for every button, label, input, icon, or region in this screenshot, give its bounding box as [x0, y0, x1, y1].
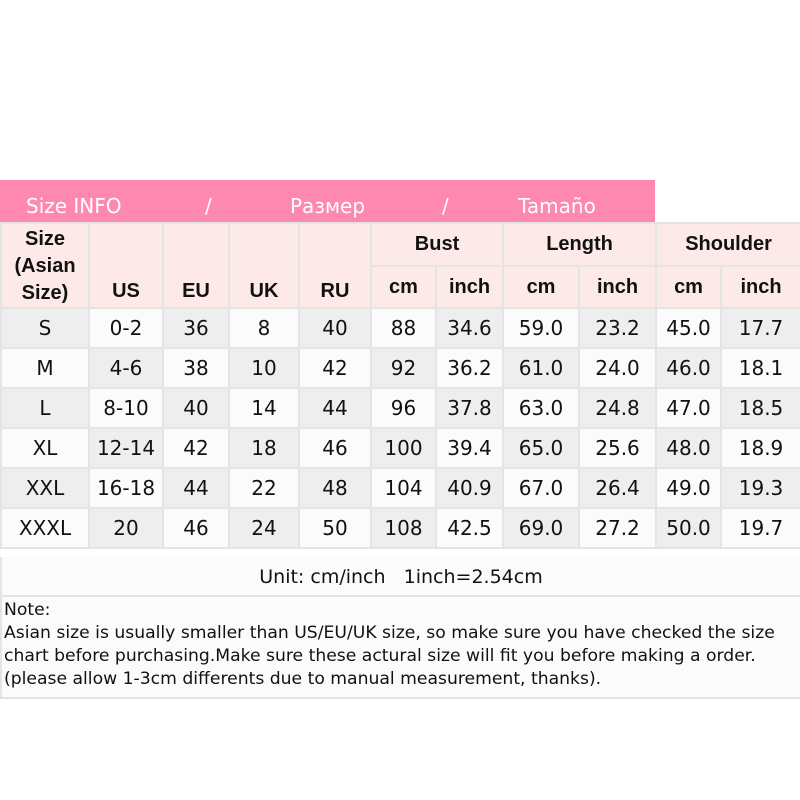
size-cell: L: [0, 387, 90, 429]
value-cell: 19.3: [720, 467, 800, 509]
title-en: Size INFO: [26, 194, 122, 218]
value-cell: 104: [370, 467, 437, 509]
value-cell: 19.7: [720, 507, 800, 549]
note-box: Note: Asian size is usually smaller than…: [0, 597, 800, 699]
header-length-inch: inch: [578, 265, 658, 309]
value-cell: 10: [228, 347, 300, 389]
value-cell: 0-2: [88, 307, 164, 349]
value-cell: 22: [228, 467, 300, 509]
value-cell: 34.6: [434, 307, 505, 349]
value-cell: 24: [228, 507, 300, 549]
value-cell: 69.0: [502, 507, 581, 549]
value-cell: 59.0: [502, 307, 581, 349]
value-cell: 46: [162, 507, 230, 549]
value-cell: 27.2: [578, 507, 658, 549]
value-cell: 12-14: [88, 427, 164, 469]
value-cell: 14: [228, 387, 300, 429]
value-cell: 40: [298, 307, 372, 349]
value-cell: 88: [370, 307, 437, 349]
table-row: L 8-10 40 14 44 96 37.8 63.0 24.8 47.0 18.5: [0, 387, 800, 429]
value-cell: 24.0: [578, 347, 658, 389]
table-row: XL 12-14 42 18 46 100 39.4 65.0 25.6 48.0 18.9: [0, 427, 800, 469]
value-cell: 67.0: [502, 467, 581, 509]
title-banner: Size INFO / Размер / Tamaño: [0, 180, 655, 222]
value-cell: 46: [298, 427, 372, 469]
note-title: Note:: [4, 600, 51, 620]
header-length: Length: [502, 222, 658, 267]
size-cell: M: [0, 347, 90, 389]
value-cell: 42.5: [434, 507, 505, 549]
value-cell: 24.8: [578, 387, 658, 429]
value-cell: 100: [370, 427, 437, 469]
value-cell: 18.5: [720, 387, 800, 429]
value-cell: 8: [228, 307, 300, 349]
value-cell: 42: [162, 427, 230, 469]
value-cell: 25.6: [578, 427, 658, 469]
title-separator: /: [442, 194, 449, 218]
header-bust: Bust: [369, 222, 505, 267]
header-ru: RU: [298, 222, 372, 309]
value-cell: 47.0: [655, 387, 723, 429]
value-cell: 4-6: [88, 347, 164, 389]
header-shoulder-inch: inch: [720, 265, 800, 309]
header-eu: EU: [162, 222, 230, 309]
value-cell: 17.7: [720, 307, 800, 349]
header-bust-cm: cm: [370, 265, 437, 309]
value-cell: 38: [162, 347, 230, 389]
value-cell: 8-10: [88, 387, 164, 429]
table-row: XXL 16-18 44 22 48 104 40.9 67.0 26.4 49.0 19.3: [0, 467, 800, 509]
table-row: M 4-6 38 10 42 92 36.2 61.0 24.0 46.0 18.1: [0, 347, 800, 389]
value-cell: 45.0: [655, 307, 723, 349]
size-cell: XXXL: [0, 507, 90, 549]
value-cell: 65.0: [502, 427, 581, 469]
value-cell: 26.4: [578, 467, 658, 509]
value-cell: 108: [370, 507, 437, 549]
value-cell: 18: [228, 427, 300, 469]
title-ru: Размер: [290, 194, 366, 218]
value-cell: 61.0: [502, 347, 581, 389]
value-cell: 48.0: [655, 427, 723, 469]
value-cell: 40: [162, 387, 230, 429]
unit-note: Unit: cm/inch 1inch=2.54cm: [0, 557, 800, 597]
value-cell: 23.2: [578, 307, 658, 349]
value-cell: 42: [298, 347, 372, 389]
title-separator: /: [205, 194, 212, 218]
header-size: Size (Asian Size): [0, 222, 90, 309]
title-es: Tamaño: [518, 194, 596, 218]
size-table: Size (Asian Size) US EU UK RU Bust Lengt…: [0, 222, 800, 549]
value-cell: 44: [162, 467, 230, 509]
header-bust-inch: inch: [434, 265, 505, 309]
header-us: US: [88, 222, 164, 309]
value-cell: 39.4: [434, 427, 505, 469]
value-cell: 40.9: [434, 467, 505, 509]
size-cell: S: [0, 307, 90, 349]
note-text: Asian size is usually smaller than US/EU…: [4, 623, 775, 689]
table-row: S 0-2 36 8 40 88 34.6 59.0 23.2 45.0 17.7: [0, 307, 800, 349]
value-cell: 92: [370, 347, 437, 389]
value-cell: 96: [370, 387, 437, 429]
size-cell: XL: [0, 427, 90, 469]
value-cell: 18.9: [720, 427, 800, 469]
value-cell: 44: [298, 387, 372, 429]
table-row: XXXL 20 46 24 50 108 42.5 69.0 27.2 50.0 19.7: [0, 507, 800, 549]
header-length-cm: cm: [502, 265, 581, 309]
header-uk: UK: [228, 222, 300, 309]
value-cell: 46.0: [655, 347, 723, 389]
value-cell: 18.1: [720, 347, 800, 389]
value-cell: 16-18: [88, 467, 164, 509]
value-cell: 50.0: [655, 507, 723, 549]
value-cell: 50: [298, 507, 372, 549]
value-cell: 63.0: [502, 387, 581, 429]
size-cell: XXL: [0, 467, 90, 509]
value-cell: 37.8: [434, 387, 505, 429]
value-cell: 49.0: [655, 467, 723, 509]
header-shoulder-cm: cm: [655, 265, 723, 309]
value-cell: 36.2: [434, 347, 505, 389]
header-shoulder: Shoulder: [655, 222, 800, 267]
value-cell: 48: [298, 467, 372, 509]
value-cell: 36: [162, 307, 230, 349]
value-cell: 20: [88, 507, 164, 549]
